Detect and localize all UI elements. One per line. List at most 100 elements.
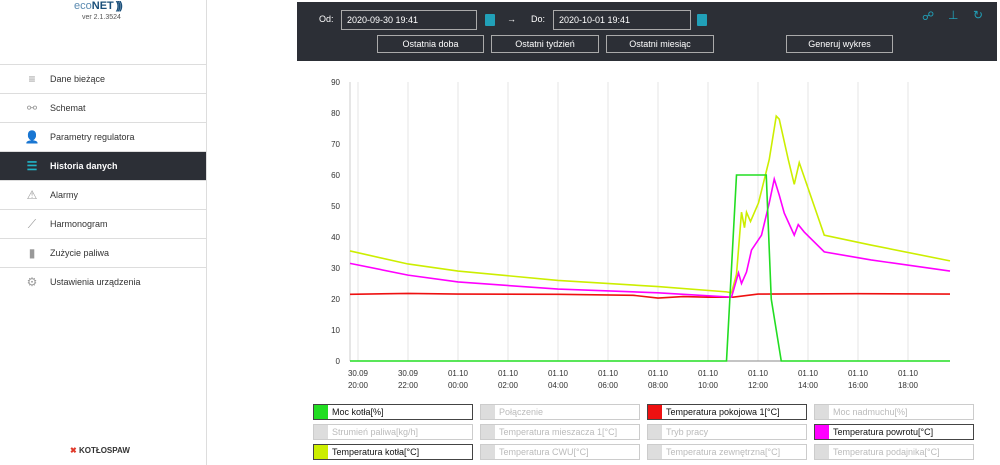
legend-swatch — [314, 445, 328, 459]
refresh-icon[interactable]: ↻ — [973, 8, 984, 22]
last-day-button[interactable]: Ostatnia doba — [377, 35, 484, 53]
legend-label: Temperatura CWU[°C] — [499, 446, 589, 457]
version-label: ver 2.1.3524 — [82, 14, 121, 21]
legend-label: Tryb pracy — [666, 426, 709, 437]
legend-swatch — [648, 425, 662, 439]
history-toolbar: Od: → Do: Ostatnia doba Ostatni tydzień … — [297, 2, 997, 61]
warning-icon: ⚠ — [26, 188, 38, 202]
legend-item[interactable]: Strumień paliwa[kg/h] — [313, 424, 473, 440]
legend-label: Temperatura kotła[°C] — [332, 446, 420, 457]
y-tick-label: 0 — [336, 357, 341, 366]
legend-swatch — [648, 405, 662, 419]
legend-label: Temperatura pokojowa 1[°C] — [666, 406, 780, 417]
legend-item[interactable]: Temperatura powrotu[°C] — [814, 424, 974, 440]
legend-item[interactable]: Moc kotła[%] — [313, 404, 473, 420]
x-tick-date: 30.09 — [348, 369, 369, 378]
legend-item[interactable]: Temperatura mieszacza 1[°C] — [480, 424, 640, 440]
y-tick-label: 90 — [331, 78, 340, 87]
legend-item[interactable]: Temperatura pokojowa 1[°C] — [647, 404, 807, 420]
to-calendar-icon[interactable] — [697, 14, 707, 26]
x-tick-date: 01.10 — [898, 369, 919, 378]
series-line-moc-kot-a- — [350, 174, 950, 362]
from-calendar-icon[interactable] — [485, 14, 495, 26]
y-tick-label: 10 — [331, 326, 340, 335]
series-line-temperatura-powrotu-c- — [349, 175, 951, 298]
history-chart: 0 10 20 30 40 50 60 70 80 90 30.09 20:00 30.09 22:00 0… — [331, 78, 951, 390]
logo-bold: NET — [91, 0, 114, 12]
generate-chart-button[interactable]: Generuj wykres — [786, 35, 893, 53]
to-date-input[interactable] — [553, 10, 691, 30]
last-month-button[interactable]: Ostatni miesiąc — [606, 35, 714, 53]
sidebar-item-label: Ustawienia urządzenia — [50, 277, 141, 287]
x-tick-time: 22:00 — [398, 381, 419, 390]
series-nodes-icon[interactable]: ☍ — [922, 9, 935, 23]
y-tick-label: 30 — [331, 264, 340, 273]
sidebar-item-user-params[interactable]: 👤 Parametry regulatora — [0, 122, 206, 151]
legend-item[interactable]: Temperatura podajnika[°C] — [814, 444, 974, 460]
download-icon[interactable]: ⊥ — [948, 8, 959, 22]
history-icon: ☰ — [26, 159, 38, 173]
x-tick-date: 01.10 — [798, 369, 819, 378]
kotlospaw-logo: ✖ KOTŁOSPAW — [70, 446, 130, 456]
schema-icon: ⚯ — [26, 101, 38, 115]
sidebar-item-label: Harmonogram — [50, 219, 108, 229]
sidebar-item-label: Dane bieżące — [50, 74, 106, 84]
legend-swatch — [648, 445, 662, 459]
sidebar-item-house-list[interactable]: ≡ Dane bieżące — [0, 64, 206, 93]
x-tick-date: 30.09 — [398, 369, 419, 378]
sidebar-item-schedule-chart[interactable]: ⟋ Harmonogram — [0, 209, 206, 238]
sidebar-item-label: Historia danych — [50, 161, 118, 171]
sidebar-item-gears[interactable]: ⚙ Ustawienia urządzenia — [0, 267, 206, 296]
legend-item[interactable]: Połączenie — [480, 404, 640, 420]
sidebar-item-warning[interactable]: ⚠ Alarmy — [0, 180, 206, 209]
legend-swatch — [481, 405, 495, 419]
user-params-icon: 👤 — [24, 130, 40, 144]
x-tick-time: 14:00 — [798, 381, 819, 390]
y-tick-label: 80 — [331, 109, 340, 118]
fuel-bars-icon: ▮ — [28, 246, 36, 260]
legend-swatch — [815, 425, 829, 439]
series-line-temperatura-kot-a-c- — [349, 114, 951, 294]
x-tick-time: 08:00 — [648, 381, 669, 390]
sidebar-item-schema[interactable]: ⚯ Schemat — [0, 93, 206, 122]
x-tick-time: 10:00 — [698, 381, 719, 390]
legend-item[interactable]: Temperatura CWU[°C] — [480, 444, 640, 460]
y-tick-label: 20 — [331, 295, 340, 304]
legend-label: Temperatura zewnętrzna[°C] — [666, 446, 781, 457]
sidebar-menu: ≡ Dane bieżące ⚯ Schemat 👤 Parametry regulato… — [0, 64, 206, 296]
last-week-button[interactable]: Ostatni tydzień — [491, 35, 599, 53]
legend-item[interactable]: Tryb pracy — [647, 424, 807, 440]
x-tick-date: 01.10 — [548, 369, 569, 378]
legend-swatch — [815, 405, 829, 419]
x-tick-time: 12:00 — [748, 381, 769, 390]
x-tick-date: 01.10 — [698, 369, 719, 378]
to-label: Do: — [531, 14, 546, 24]
legend-swatch — [481, 445, 495, 459]
legend-swatch — [815, 445, 829, 459]
sidebar: ecoNET))) ver 2.1.3524 ≡ Dane bieżące ⚯ Sch… — [0, 0, 207, 465]
legend-item[interactable]: Moc nadmuchu[%] — [814, 404, 974, 420]
sidebar-item-fuel-bars[interactable]: ▮ Zużycie paliwa — [0, 238, 206, 267]
sidebar-item-label: Alarmy — [50, 190, 79, 200]
x-tick-date: 01.10 — [498, 369, 519, 378]
chart-legend: Moc kotła[%] Połączenie Temperatura pokojo… — [313, 404, 977, 460]
x-tick-time: 16:00 — [848, 381, 869, 390]
logo-prefix: eco — [74, 0, 92, 12]
x-tick-time: 04:00 — [548, 381, 569, 390]
y-tick-label: 40 — [331, 233, 340, 242]
from-date-input[interactable] — [341, 10, 477, 30]
legend-item[interactable]: Temperatura zewnętrzna[°C] — [647, 444, 807, 460]
x-tick-date: 01.10 — [848, 369, 869, 378]
from-label: Od: — [319, 14, 334, 24]
econet-logo: ecoNET))) — [74, 0, 123, 12]
sidebar-item-history[interactable]: ☰ Historia danych — [0, 151, 206, 180]
series-line-temperatura-pokojowa-1-c- — [349, 292, 951, 299]
sidebar-item-label: Parametry regulatora — [50, 132, 135, 142]
x-tick-time: 06:00 — [598, 381, 619, 390]
legend-label: Moc nadmuchu[%] — [833, 406, 908, 417]
gears-icon: ⚙ — [26, 275, 38, 289]
x-tick-date: 01.10 — [598, 369, 619, 378]
x-tick-time: 00:00 — [448, 381, 469, 390]
legend-item[interactable]: Temperatura kotła[°C] — [313, 444, 473, 460]
legend-label: Połączenie — [499, 406, 544, 417]
